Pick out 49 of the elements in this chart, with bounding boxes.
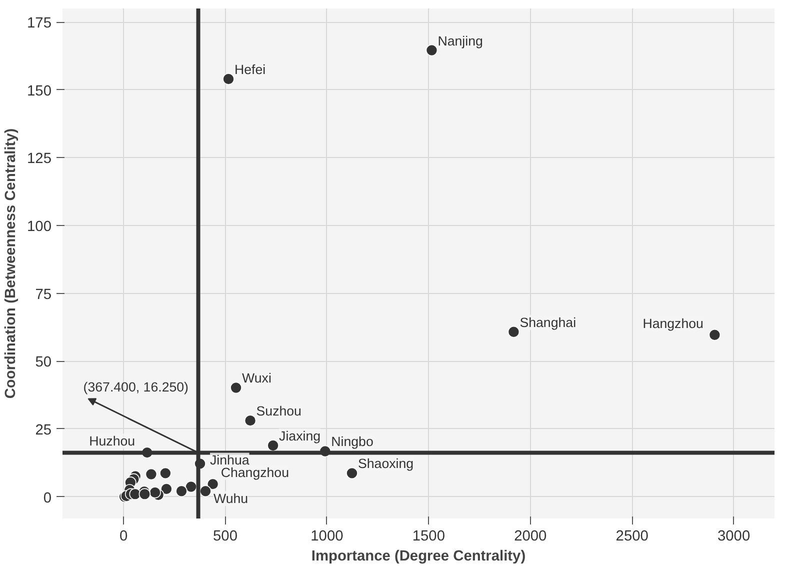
data-label: Nanjing — [438, 33, 483, 48]
data-label: Wuhu — [214, 491, 248, 506]
data-label: Huzhou — [89, 434, 136, 449]
x-tick-label: 2500 — [616, 528, 648, 544]
point — [508, 326, 520, 338]
x-tick-label: 3000 — [718, 528, 750, 544]
y-tick-label: 75 — [35, 286, 52, 303]
point — [185, 480, 197, 493]
point — [145, 468, 158, 480]
annotation: (367.400, 16.250) — [83, 380, 189, 395]
point — [176, 485, 188, 497]
point — [129, 488, 142, 500]
point — [708, 328, 721, 341]
point — [426, 44, 438, 56]
data-label: Changzhou — [220, 465, 290, 480]
point — [138, 488, 151, 500]
y-tick-label: 50 — [35, 354, 52, 371]
data-label: Jiaxing — [279, 428, 321, 444]
data-label: Wuxi — [242, 370, 272, 386]
x-tick-label: 2000 — [514, 528, 547, 544]
y-tick-label: 25 — [35, 422, 52, 438]
point — [346, 467, 358, 480]
y-tick-label: 0 — [43, 490, 52, 506]
point — [200, 485, 212, 497]
data-label: Hefei — [234, 62, 266, 78]
y-tick-label: 150 — [27, 83, 52, 100]
y-tick-label: 100 — [27, 219, 52, 236]
y-tick-label: 125 — [27, 151, 52, 168]
y-tick-label: 175 — [27, 16, 52, 32]
data-label: Jinhua — [210, 452, 250, 468]
data-label: Ningbo — [331, 434, 374, 450]
data-label: Suzhou — [256, 404, 302, 419]
x-tick-label: 1000 — [310, 528, 344, 544]
data-label: Shaoxing — [358, 456, 414, 472]
data-label: Hangzhou — [642, 316, 704, 331]
x-tick-label: 500 — [213, 528, 238, 544]
point — [206, 478, 219, 490]
x-tick-label: 0 — [119, 528, 128, 544]
x-tick-label: 1500 — [412, 528, 445, 544]
point — [160, 467, 172, 480]
x-axis-title: Importance (Degree Centrality) — [311, 548, 526, 564]
point — [230, 382, 242, 394]
point — [267, 440, 279, 452]
point — [160, 483, 172, 495]
point — [149, 486, 161, 498]
y-axis-title: Coordination (Betweenness Centrality) — [3, 128, 20, 399]
data-label: Shanghai — [520, 314, 576, 330]
point — [244, 414, 256, 426]
point — [222, 73, 234, 85]
